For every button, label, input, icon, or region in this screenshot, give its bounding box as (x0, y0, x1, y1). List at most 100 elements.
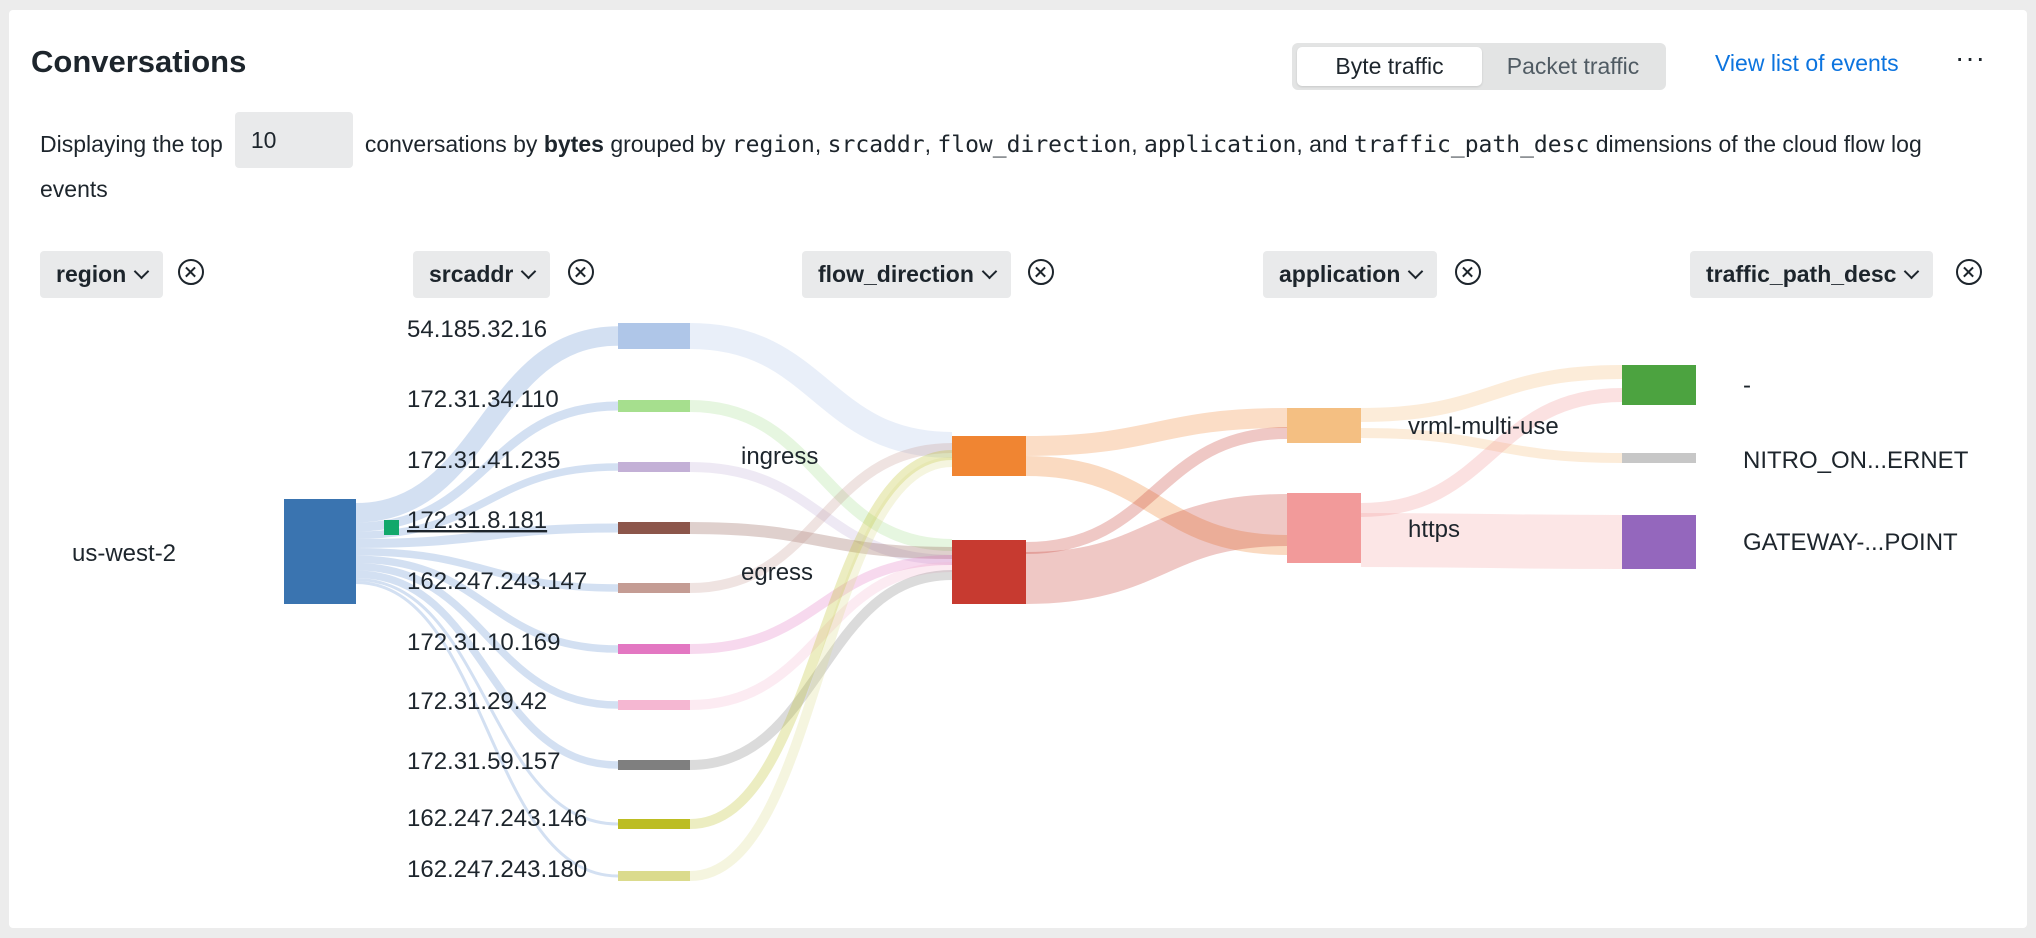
link-egress-https[interactable] (1025, 494, 1288, 604)
sankey-labels: us-west-2 54.185.32.16 172.31.34.110 172.31… (72, 316, 1969, 883)
node-label: 172.31.34.110 (407, 386, 559, 413)
link-srcaddr-flow-direction[interactable] (689, 457, 953, 881)
node-srcaddr-172-31-34-110[interactable] (618, 400, 690, 412)
node-flow-direction-ingress[interactable] (952, 436, 1026, 476)
node-label: 162.247.243.180 (407, 856, 587, 883)
node-label: 162.247.243.146 (407, 805, 587, 832)
node-srcaddr-162-247-243-147[interactable] (618, 583, 690, 593)
dimension-label: traffic_path_desc (1706, 261, 1897, 287)
page-title: Conversations (31, 44, 247, 79)
node-region-us-west-2[interactable] (284, 499, 356, 604)
dimension-srcaddr-select[interactable]: srcaddr (413, 251, 551, 298)
node-label: 172.31.29.42 (407, 688, 547, 715)
link-srcaddr-flow-direction[interactable] (689, 562, 953, 710)
dimension-region-select[interactable]: region (40, 251, 164, 298)
link-srcaddr-flow-direction[interactable] (689, 462, 953, 565)
node-srcaddr-172-31-59-157[interactable] (618, 760, 690, 770)
link-https-gateway[interactable] (1360, 513, 1623, 569)
dim-code-srcaddr: srcaddr (827, 132, 925, 159)
link-region-srcaddr[interactable] (355, 555, 619, 653)
traffic-type-toggle: Byte traffic Packet traffic (1292, 43, 1666, 90)
node-srcaddr-162-247-243-146[interactable] (618, 819, 690, 829)
link-vrml-dash[interactable] (1360, 365, 1623, 422)
node-label: 162.247.243.147 (407, 568, 587, 595)
link-srcaddr-flow-direction[interactable] (689, 555, 953, 654)
sankey-links (355, 323, 1623, 881)
remove-srcaddr-icon[interactable] (568, 259, 594, 285)
node-label: NITRO_ON...ERNET (1743, 447, 1969, 474)
remove-flow-direction-icon[interactable] (1028, 259, 1054, 285)
dimension-label: region (56, 261, 127, 287)
link-region-srcaddr[interactable] (355, 463, 619, 539)
link-egress-vrml[interactable] (1025, 427, 1288, 554)
link-vrml-nitro[interactable] (1360, 428, 1623, 463)
link-srcaddr-flow-direction[interactable] (689, 323, 953, 458)
link-region-srcaddr[interactable] (355, 326, 619, 523)
node-traffic-path-desc-nitro-on-ernet[interactable] (1622, 453, 1696, 463)
dim-code-region: region (731, 132, 815, 159)
description-line: Displaying the top 10 conversations by byt… (40, 112, 1922, 174)
remove-application-icon[interactable] (1455, 259, 1481, 285)
node-traffic-path-desc-gateway-point[interactable] (1622, 515, 1696, 569)
description-prefix: Displaying the top (40, 131, 223, 158)
node-label: GATEWAY-...POINT (1743, 529, 1958, 556)
link-ingress-vrml[interactable] (1025, 408, 1288, 456)
view-list-of-events-link[interactable]: View list of events (1715, 50, 1899, 76)
node-srcaddr-54-185-32-16[interactable] (618, 323, 690, 349)
dimension-label: srcaddr (429, 261, 514, 287)
node-flow-direction-egress[interactable] (952, 540, 1026, 604)
node-application-https[interactable] (1287, 493, 1361, 563)
description-metric: bytes (543, 131, 604, 158)
node-label: https (1408, 516, 1460, 543)
node-application-vrml-multi-use[interactable] (1287, 408, 1361, 443)
dim-code-traffic-path-desc: traffic_path_desc (1353, 132, 1590, 159)
sankey-nodes (284, 323, 1696, 881)
node-srcaddr-172-31-10-169[interactable] (618, 644, 690, 654)
node-srcaddr-172-31-8-181[interactable] (618, 522, 690, 534)
node-srcaddr-172-31-29-42[interactable] (618, 700, 690, 710)
dimension-label: flow_direction (818, 261, 974, 287)
link-srcaddr-flow-direction[interactable] (689, 443, 953, 593)
byte-traffic-button[interactable]: Byte traffic (1297, 47, 1482, 86)
description-suffix: dimensions of the cloud flow log (1595, 131, 1922, 158)
node-traffic-path-desc-dash[interactable] (1622, 365, 1696, 405)
node-label: 172.31.59.157 (407, 748, 560, 775)
dimension-traffic-path-desc-select[interactable]: traffic_path_desc (1690, 251, 1934, 298)
node-label: 172.31.41.235 (407, 447, 560, 474)
node-label: 172.31.8.181 (407, 507, 547, 534)
link-region-srcaddr[interactable] (355, 548, 619, 592)
link-srcaddr-flow-direction[interactable] (689, 522, 953, 559)
link-region-srcaddr[interactable] (355, 401, 619, 532)
node-label: 172.31.10.169 (407, 629, 560, 656)
link-region-srcaddr[interactable] (355, 523, 619, 548)
link-srcaddr-flow-direction[interactable] (689, 400, 953, 551)
description-middle: conversations by (364, 131, 538, 158)
link-srcaddr-flow-direction[interactable] (689, 450, 953, 829)
link-region-srcaddr[interactable] (355, 570, 619, 769)
link-region-srcaddr[interactable] (355, 578, 619, 826)
dimension-application-select[interactable]: application (1263, 251, 1438, 298)
link-srcaddr-flow-direction[interactable] (689, 570, 953, 770)
node-srcaddr-162-247-243-180[interactable] (618, 871, 690, 881)
node-label: us-west-2 (72, 540, 176, 567)
description-line-2: events (40, 176, 108, 202)
dim-code-application: application (1144, 132, 1297, 159)
link-region-srcaddr[interactable] (355, 563, 619, 709)
node-label: - (1743, 372, 1751, 399)
description-and: and (1309, 131, 1348, 158)
packet-traffic-button[interactable]: Packet traffic (1506, 53, 1640, 79)
remove-traffic-path-desc-icon[interactable] (1956, 259, 1982, 285)
node-srcaddr-172-31-41-235[interactable] (618, 462, 690, 472)
link-region-srcaddr[interactable] (355, 581, 619, 878)
dim-code-flow-direction: flow_direction (937, 132, 1132, 159)
top-n-input[interactable]: 10 (234, 112, 353, 168)
link-https-dash[interactable] (1360, 388, 1623, 517)
ellipsis-icon[interactable]: ··· (1955, 42, 1986, 73)
node-label: ingress (741, 443, 818, 470)
node-label: vrml-multi-use (1408, 413, 1559, 440)
remove-region-icon[interactable] (178, 259, 204, 285)
dimension-flow-direction-select[interactable]: flow_direction (802, 251, 1011, 298)
node-label: 54.185.32.16 (407, 316, 547, 343)
link-ingress-https[interactable] (1025, 456, 1288, 555)
